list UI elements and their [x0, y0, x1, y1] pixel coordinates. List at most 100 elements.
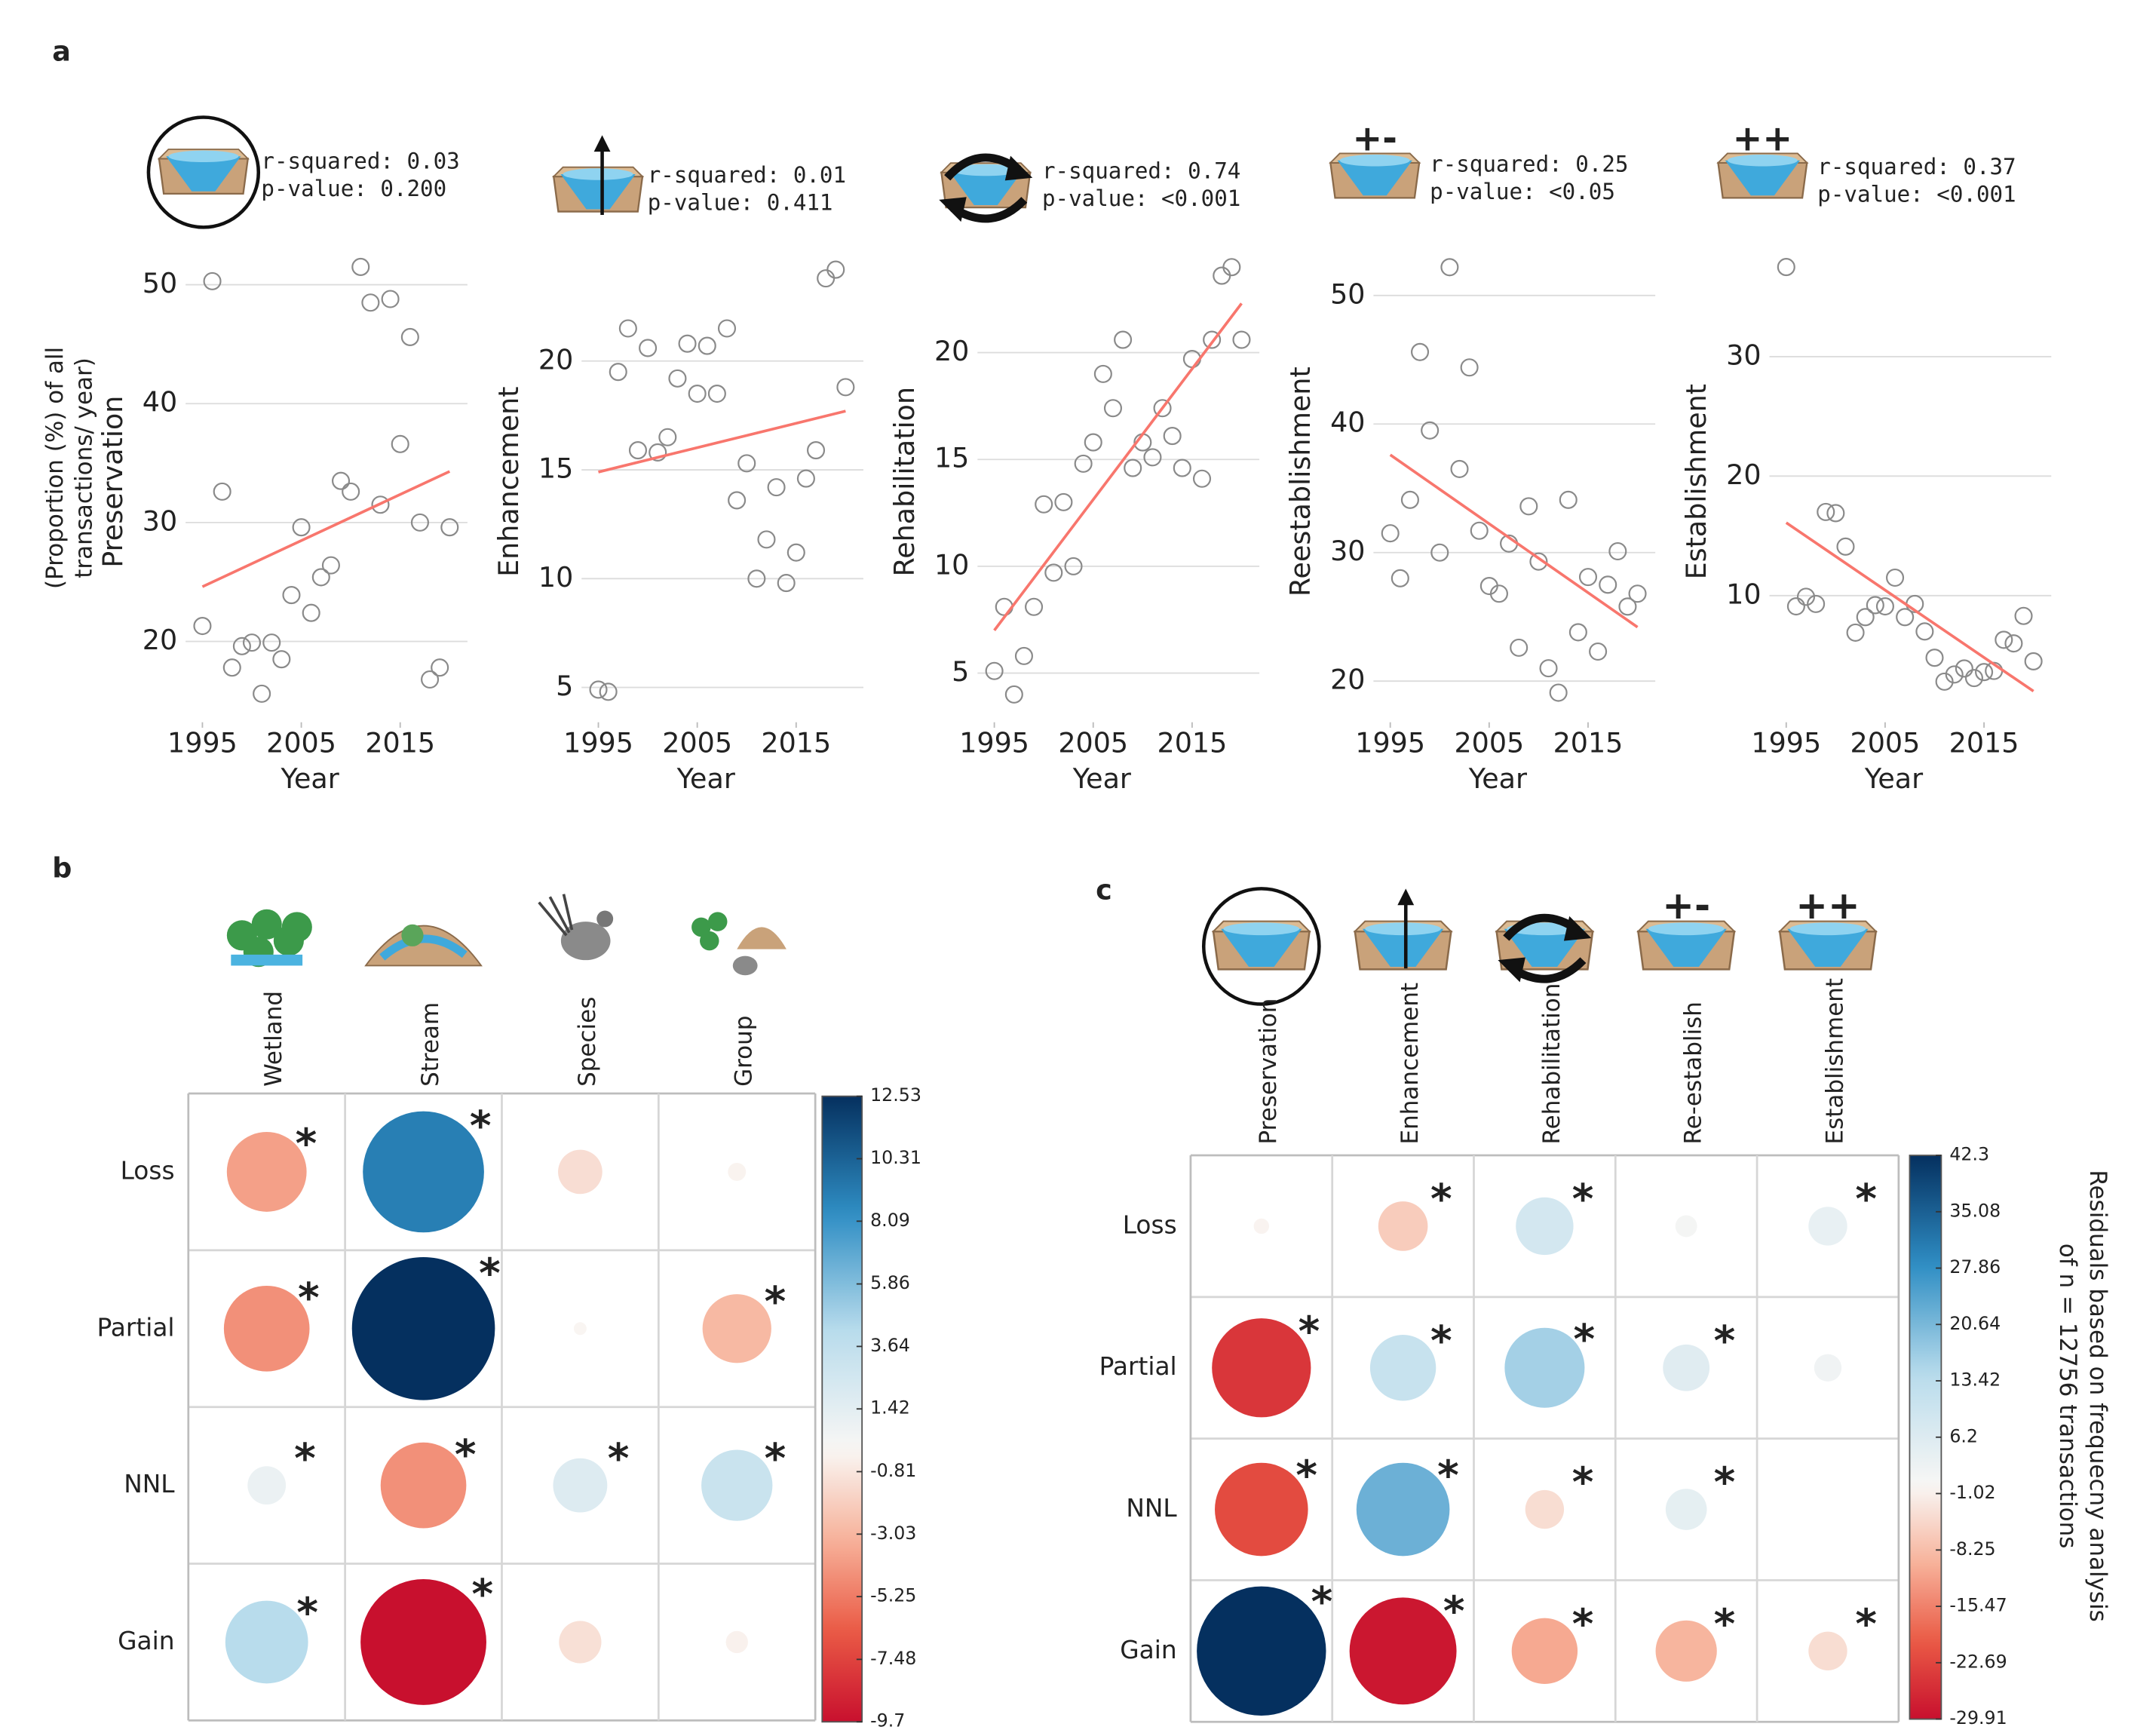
data-point	[1222, 258, 1241, 277]
row-label: Gain	[1120, 1636, 1176, 1664]
data-point	[668, 369, 687, 388]
data-point	[371, 495, 390, 514]
x-tick-label: 1995	[167, 726, 238, 759]
data-point	[1915, 622, 1934, 641]
row-label: Loss	[1123, 1210, 1177, 1239]
data-point	[410, 513, 429, 532]
data-point	[1559, 490, 1578, 509]
data-point	[1124, 459, 1142, 477]
data-point	[1628, 584, 1647, 603]
data-point	[717, 319, 737, 338]
data-point	[807, 441, 826, 460]
y-axis-label: Enhancement	[492, 386, 525, 576]
significance-star: *	[296, 1588, 318, 1636]
residual-circle	[1663, 1344, 1710, 1391]
x-tick-label: 2015	[761, 726, 831, 759]
icon-label: +-	[1353, 118, 1397, 160]
icon-tail	[538, 894, 574, 937]
data-point	[1470, 521, 1489, 540]
colorbar-tick-label: -0.81	[870, 1460, 916, 1481]
row-label: NNL	[1126, 1494, 1177, 1523]
data-point	[707, 385, 726, 403]
residual-circle	[1253, 1218, 1270, 1235]
significance-star: *	[1714, 1316, 1736, 1364]
data-point	[331, 471, 351, 490]
x-tick-label: 1995	[1751, 726, 1821, 759]
icon-water-top	[1648, 922, 1725, 936]
data-point	[1035, 495, 1053, 514]
data-point	[1400, 490, 1419, 509]
data-point	[400, 327, 419, 346]
residual-circle	[725, 1630, 748, 1654]
residual-circle	[1215, 1462, 1308, 1557]
data-point	[1192, 469, 1212, 488]
data-point	[1995, 630, 2013, 649]
icon-tree	[401, 924, 424, 946]
annotation: r-squared: 0.25	[1430, 151, 1628, 176]
trend-line	[201, 470, 451, 588]
data-point	[342, 482, 360, 501]
significance-star: *	[1572, 1175, 1594, 1223]
residual-circle	[351, 1256, 495, 1400]
significance-star: *	[1572, 1458, 1594, 1506]
data-point	[1025, 597, 1044, 616]
icon-tree	[700, 931, 719, 951]
residual-circle	[702, 1294, 771, 1363]
data-point	[1430, 543, 1449, 562]
data-point	[1836, 537, 1855, 556]
data-point	[728, 491, 747, 510]
annotation: p-value: <0.001	[1042, 186, 1240, 211]
residual-circle	[1516, 1197, 1574, 1256]
data-point	[628, 441, 648, 460]
data-point	[361, 293, 380, 312]
data-point	[2004, 634, 2023, 653]
panel-label: b	[52, 851, 72, 884]
residual-circle	[380, 1442, 467, 1529]
x-tick-label: 2005	[1058, 726, 1128, 759]
data-point	[203, 271, 222, 290]
y-tick-label: 40	[1330, 406, 1365, 439]
data-point	[698, 336, 716, 355]
data-point	[1886, 568, 1905, 587]
column-label: Wetland	[260, 991, 287, 1087]
colorbar-tick-label: 6.2	[1949, 1425, 1978, 1446]
row-label: Loss	[121, 1156, 175, 1185]
residual-circle	[1655, 1620, 1717, 1682]
data-point	[609, 363, 627, 382]
data-point	[2024, 652, 2043, 670]
residual-circle	[701, 1449, 773, 1521]
data-point	[777, 574, 796, 593]
data-point	[1004, 685, 1023, 704]
colorbar-tick-label: 35.08	[1949, 1200, 2001, 1221]
significance-star: *	[1311, 1578, 1333, 1626]
data-point	[1964, 669, 1983, 688]
data-point	[985, 661, 1004, 680]
wetland-icon	[1716, 152, 1809, 199]
residual-circle	[558, 1149, 603, 1195]
icon-mound	[737, 927, 786, 949]
data-point	[1519, 497, 1538, 516]
y-tick-label: 20	[1330, 664, 1365, 696]
data-point	[431, 658, 449, 677]
y-tick-label: 5	[556, 670, 573, 702]
icon-water	[560, 174, 636, 210]
y-tick-label: 15	[538, 452, 573, 485]
colorbar-tick-label: 10.31	[870, 1147, 921, 1168]
colorbar-tick-label: 1.42	[870, 1397, 910, 1419]
data-point	[767, 478, 786, 497]
data-point	[302, 603, 320, 622]
data-point	[836, 378, 855, 397]
data-point	[440, 518, 459, 537]
significance-star: *	[1437, 1451, 1459, 1499]
data-point	[1846, 623, 1865, 642]
data-point	[1578, 568, 1598, 587]
x-tick-label: 2005	[662, 726, 732, 759]
trend-line	[598, 409, 846, 474]
data-point	[1084, 433, 1102, 452]
row-label: NNL	[124, 1470, 175, 1498]
data-point	[1807, 594, 1826, 613]
icon-arrowhead	[1397, 888, 1415, 906]
panel-label: c	[1096, 873, 1112, 906]
data-point	[262, 633, 281, 652]
wetland-icon	[1777, 920, 1878, 971]
